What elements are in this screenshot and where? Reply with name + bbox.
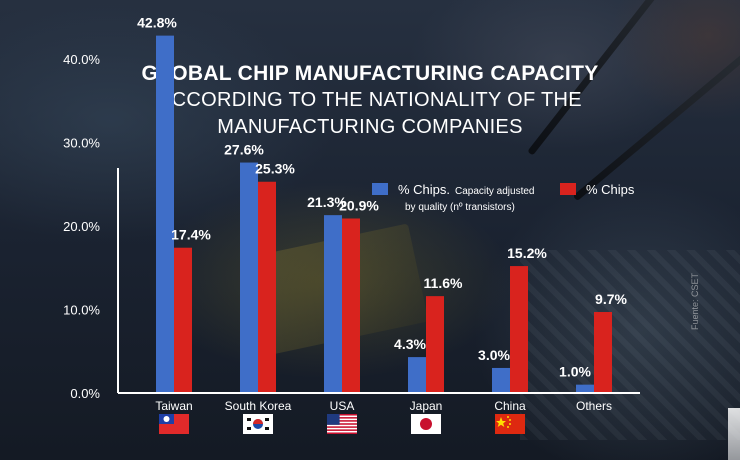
bar-red (426, 296, 444, 393)
bar-blue (492, 367, 510, 393)
flag-stripe (327, 432, 357, 434)
flag-stripe (327, 426, 357, 428)
legend-swatch-blue (372, 183, 388, 195)
chart-title: GLOBAL CHIP MANUFACTURING CAPACITY (141, 62, 599, 85)
south-korea-flag-icon (243, 414, 273, 434)
flag-trigram (265, 418, 269, 421)
circuit-board-decor (520, 250, 740, 440)
data-label-red: 17.4% (171, 227, 211, 243)
category-label: China (494, 399, 526, 413)
flag-small-star (509, 419, 511, 421)
chart-titles: GLOBAL CHIP MANUFACTURING CAPACITY ACCOR… (0, 60, 740, 141)
chart-subtitle-line-1: ACCORDING TO THE NATIONALITY OF THE (158, 89, 582, 111)
flag-stripe (327, 417, 357, 419)
legend-label-blue-detail: Capacity adjusted (455, 186, 535, 197)
y-tick-label: 40.0% (63, 52, 100, 67)
flag-small-star (509, 423, 511, 425)
chart-subtitle-line-2: MANUFACTURING COMPANIES (217, 116, 523, 138)
flag-trigram (247, 427, 251, 430)
flag-star (496, 417, 506, 427)
flag-taegeuk-red (253, 419, 263, 424)
bar-blue (408, 357, 426, 393)
data-label-blue: 21.3% (307, 194, 347, 210)
category-label: Others (576, 399, 612, 413)
flag-trigram (247, 418, 251, 421)
data-label-blue: 3.0% (478, 347, 510, 363)
source-watermark: Fuente: CSET (690, 272, 700, 330)
china-flag-icon (495, 414, 525, 434)
legend-label-blue: % Chips. (398, 182, 450, 197)
data-label-red: 20.9% (339, 197, 379, 213)
bar-blue (576, 384, 594, 393)
category-label: South Korea (225, 399, 292, 413)
flag-sun (163, 416, 170, 422)
usa-flag-icon (327, 414, 357, 434)
bar-blue (240, 162, 258, 393)
category-label: USA (330, 399, 355, 413)
category-label: Japan (410, 399, 443, 413)
bar-red (510, 266, 528, 393)
bar-blue (324, 215, 342, 393)
flag-trigram (265, 427, 269, 430)
data-label-blue: 42.8% (137, 15, 177, 31)
legend-label-blue-detail-2: by quality (nº transistors) (405, 202, 515, 213)
bar-red (594, 312, 612, 393)
data-label-red: 11.6% (424, 275, 463, 291)
bar-blue (156, 35, 174, 394)
data-label-blue: 4.3% (394, 336, 426, 352)
category-label: Taiwan (155, 399, 192, 413)
flag-stripe (327, 420, 357, 422)
y-tick-label: 0.0% (70, 386, 100, 401)
data-label-red: 9.7% (595, 291, 627, 307)
flag-stripe (327, 429, 357, 431)
flag-stripe (327, 414, 357, 416)
data-label-blue: 1.0% (559, 364, 591, 380)
data-label-blue: 27.6% (224, 142, 264, 158)
legend-swatch-red (560, 183, 576, 195)
data-label-red: 15.2% (507, 245, 547, 261)
legend-label-red: % Chips (586, 182, 635, 197)
bar-red (342, 218, 360, 393)
legend: % Chips. Capacity adjusted by quality (n… (372, 182, 635, 213)
japan-flag-icon (411, 414, 441, 434)
flag-stripe (327, 423, 357, 425)
bar-red (258, 181, 276, 393)
y-tick-label: 10.0% (63, 303, 100, 318)
flag-canton (327, 414, 340, 425)
y-tick-label: 20.0% (63, 219, 100, 234)
taiwan-flag-icon (159, 414, 189, 434)
data-label-red: 25.3% (255, 161, 295, 177)
logo-mark (728, 408, 740, 460)
bar-red (174, 247, 192, 393)
flag-small-star (507, 426, 509, 428)
y-tick-label: 30.0% (63, 136, 100, 151)
flag-sun (420, 418, 432, 430)
flag-small-star (507, 416, 509, 418)
